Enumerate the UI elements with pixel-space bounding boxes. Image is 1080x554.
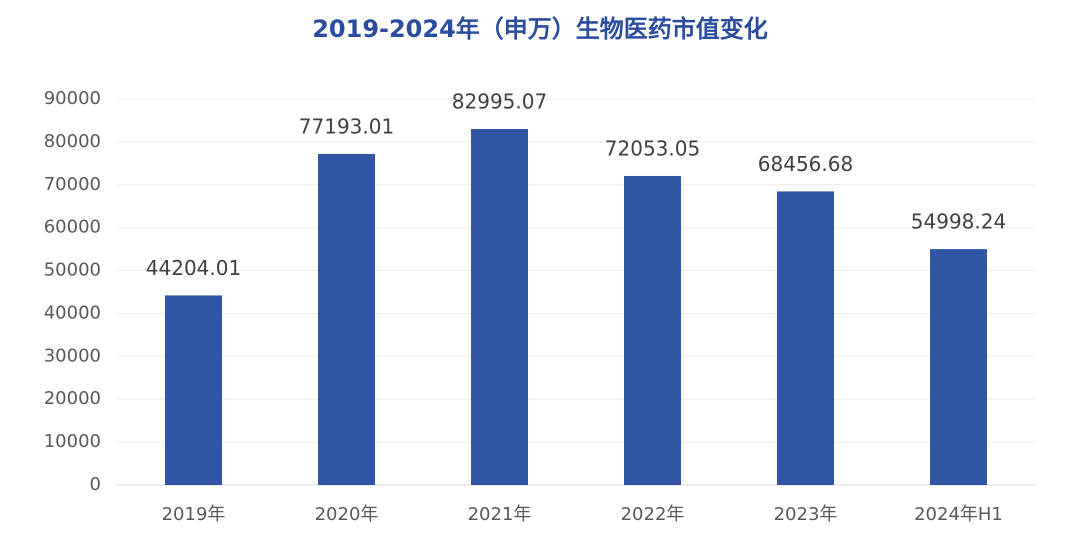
x-tick-label: 2021年 <box>468 504 532 525</box>
chart-title: 2019-2024年（申万）生物医药市值变化 <box>312 15 768 43</box>
y-tick-label: 80000 <box>44 131 101 152</box>
value-label: 44204.01 <box>146 256 241 280</box>
x-tick-label: 2020年 <box>315 504 379 525</box>
value-label: 68456.68 <box>758 152 853 176</box>
bar <box>777 191 834 485</box>
value-label: 72053.05 <box>605 136 700 160</box>
y-tick-label: 30000 <box>44 345 101 366</box>
bar <box>624 175 681 485</box>
y-tick-label: 0 <box>90 474 101 495</box>
value-label: 82995.07 <box>452 90 547 114</box>
bar <box>165 295 222 485</box>
y-tick-label: 20000 <box>44 388 101 409</box>
y-tick-label: 70000 <box>44 174 101 195</box>
x-tick-label: 2019年 <box>162 504 226 525</box>
x-tick-label: 2022年 <box>621 504 685 525</box>
y-tick-label: 10000 <box>44 431 101 452</box>
bar <box>318 153 375 486</box>
x-tick-label: 2024年H1 <box>914 504 1003 525</box>
bar <box>930 249 987 485</box>
y-tick-label: 60000 <box>44 217 101 238</box>
bar <box>471 129 528 485</box>
value-label: 54998.24 <box>911 210 1006 234</box>
x-tick-label: 2023年 <box>774 504 838 525</box>
y-tick-label: 50000 <box>44 260 101 281</box>
y-tick-label: 90000 <box>44 88 101 109</box>
y-tick-label: 40000 <box>44 302 101 323</box>
value-label: 77193.01 <box>299 114 394 138</box>
